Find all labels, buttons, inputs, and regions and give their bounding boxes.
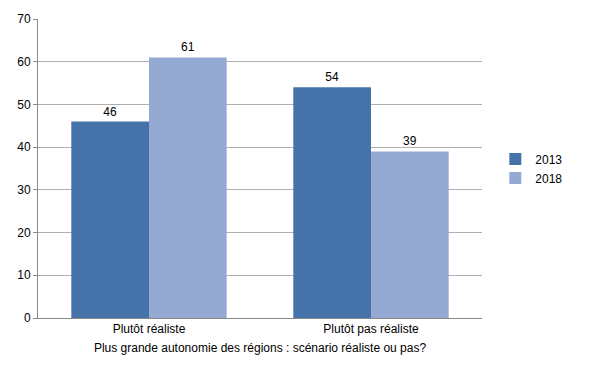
svg-text:54: 54: [325, 70, 339, 84]
svg-text:39: 39: [403, 134, 417, 148]
svg-text:20: 20: [17, 226, 31, 240]
svg-text:Plutôt pas réaliste: Plutôt pas réaliste: [323, 322, 419, 336]
svg-text:2013: 2013: [535, 153, 562, 167]
svg-text:Plutôt réaliste: Plutôt réaliste: [113, 322, 186, 336]
svg-text:50: 50: [17, 98, 31, 112]
svg-text:Plus grande autonomie des régi: Plus grande autonomie des régions : scén…: [94, 341, 427, 355]
svg-text:2018: 2018: [535, 172, 562, 186]
svg-text:40: 40: [17, 140, 31, 154]
svg-text:0: 0: [24, 311, 31, 325]
svg-text:70: 70: [17, 12, 31, 26]
svg-text:30: 30: [17, 183, 31, 197]
svg-text:46: 46: [103, 105, 117, 119]
svg-text:61: 61: [181, 40, 195, 54]
svg-text:60: 60: [17, 55, 31, 69]
svg-text:10: 10: [17, 268, 31, 282]
